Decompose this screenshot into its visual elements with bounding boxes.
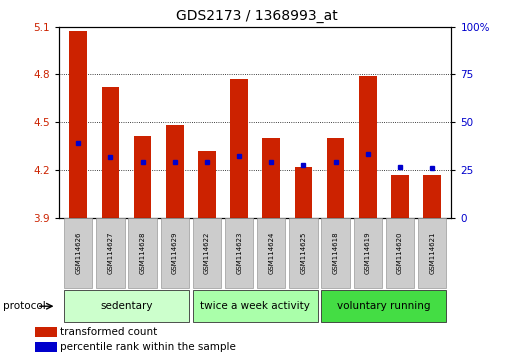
Bar <box>322 290 446 322</box>
Bar <box>289 218 318 288</box>
Bar <box>96 218 125 288</box>
Bar <box>391 175 409 218</box>
Text: GSM114622: GSM114622 <box>204 232 210 274</box>
Text: twice a week activity: twice a week activity <box>200 301 310 310</box>
Bar <box>418 218 446 288</box>
Bar <box>359 76 377 218</box>
Text: GDS2173 / 1368993_at: GDS2173 / 1368993_at <box>175 9 338 23</box>
Bar <box>225 218 253 288</box>
Bar <box>128 218 157 288</box>
Text: sedentary: sedentary <box>101 301 153 310</box>
Text: voluntary running: voluntary running <box>337 301 430 310</box>
Text: GSM114619: GSM114619 <box>365 232 371 274</box>
Bar <box>386 218 414 288</box>
Bar <box>35 327 57 337</box>
Text: percentile rank within the sample: percentile rank within the sample <box>61 342 236 352</box>
Bar <box>69 32 87 218</box>
Bar <box>327 138 345 218</box>
Text: GSM114623: GSM114623 <box>236 232 242 274</box>
Bar <box>322 218 350 288</box>
Bar <box>35 342 57 352</box>
Text: GSM114618: GSM114618 <box>332 232 339 274</box>
Bar <box>134 137 151 218</box>
Bar <box>353 218 382 288</box>
Text: transformed count: transformed count <box>61 327 157 337</box>
Text: GSM114625: GSM114625 <box>301 232 306 274</box>
Bar <box>193 218 221 288</box>
Bar <box>263 138 280 218</box>
Text: GSM114624: GSM114624 <box>268 232 274 274</box>
Bar <box>102 87 120 218</box>
Bar <box>198 151 216 218</box>
Text: GSM114621: GSM114621 <box>429 232 435 274</box>
Text: protocol: protocol <box>3 301 45 311</box>
Bar <box>423 175 441 218</box>
Bar <box>64 218 92 288</box>
Bar <box>166 125 184 218</box>
Bar <box>193 290 318 322</box>
Bar <box>294 167 312 218</box>
Bar <box>161 218 189 288</box>
Text: GSM114627: GSM114627 <box>107 232 113 274</box>
Bar <box>230 79 248 218</box>
Bar <box>64 290 189 322</box>
Text: GSM114629: GSM114629 <box>172 232 178 274</box>
Text: GSM114626: GSM114626 <box>75 232 81 274</box>
Text: GSM114628: GSM114628 <box>140 232 146 274</box>
Text: GSM114620: GSM114620 <box>397 232 403 274</box>
Bar <box>257 218 285 288</box>
